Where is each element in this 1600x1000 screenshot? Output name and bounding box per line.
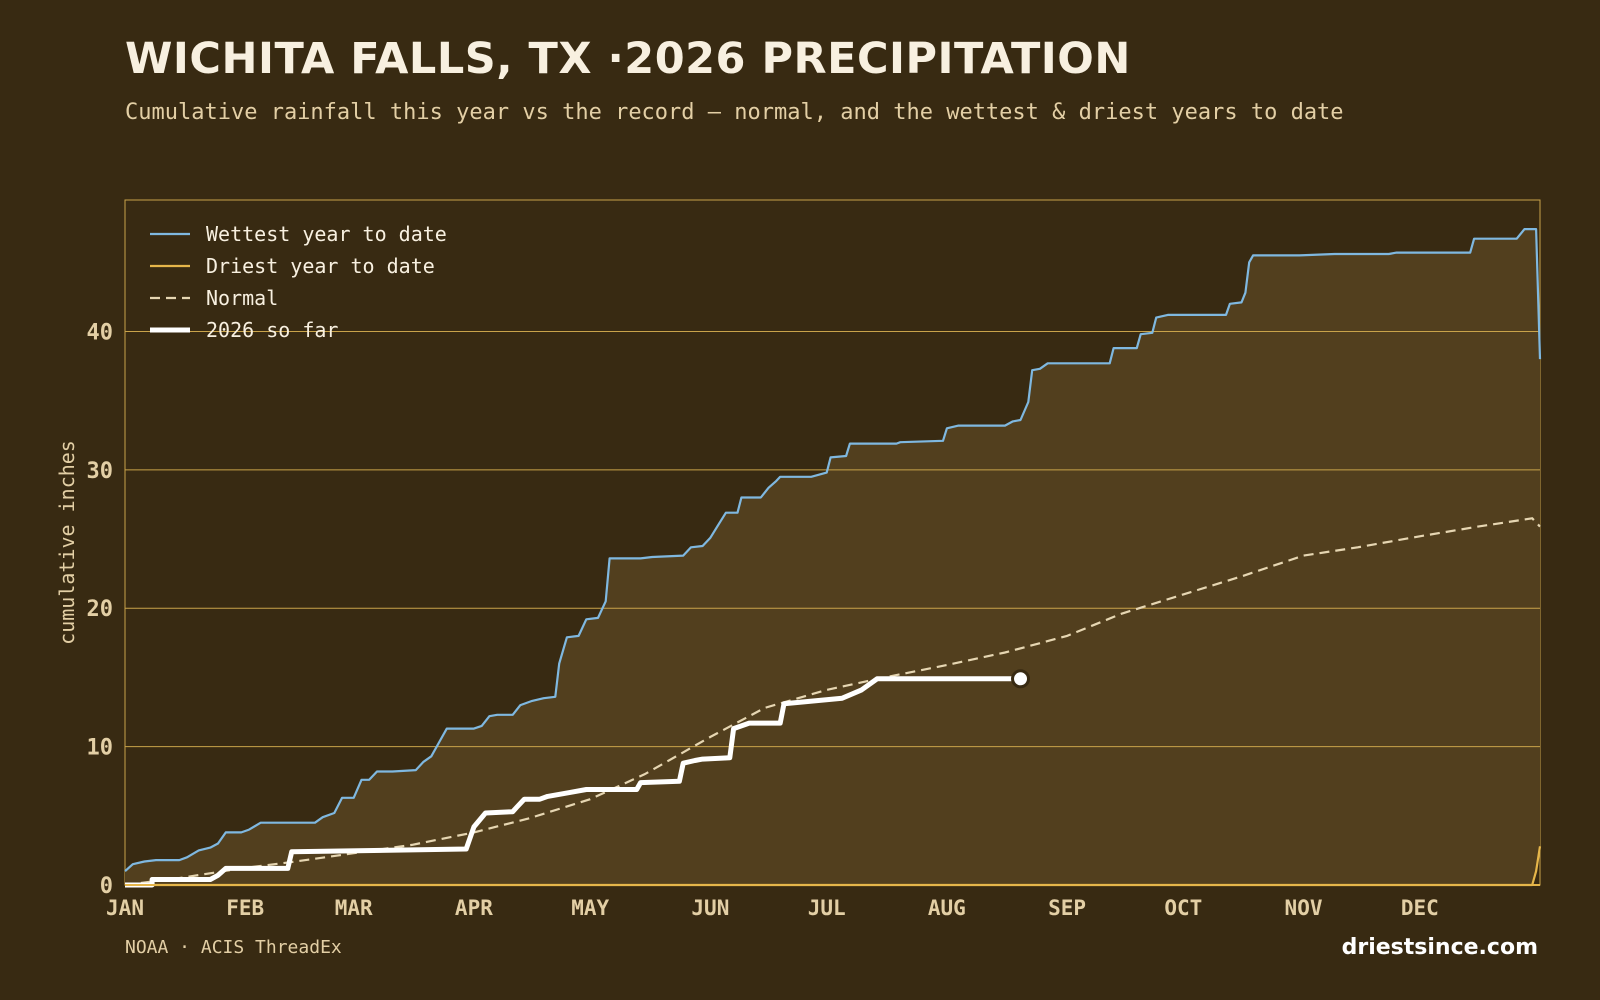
y-tick-label: 20 bbox=[87, 597, 114, 622]
x-tick-label: MAY bbox=[571, 896, 609, 920]
x-tick-label: JUN bbox=[691, 896, 729, 920]
y-tick-label: 40 bbox=[87, 320, 114, 345]
legend-label: Driest year to date bbox=[206, 254, 435, 278]
page-subtitle: Cumulative rainfall this year vs the rec… bbox=[125, 100, 1344, 125]
x-tick-label: DEC bbox=[1401, 896, 1439, 920]
page-title: WICHITA FALLS, TX ·2026 PRECIPITATION bbox=[125, 34, 1131, 84]
legend-label: Wettest year to date bbox=[206, 222, 447, 246]
y-tick-label: 10 bbox=[87, 736, 114, 761]
legend-label: 2026 so far bbox=[206, 318, 338, 342]
y-axis-label: cumulative inches bbox=[55, 440, 79, 645]
x-tick-label: APR bbox=[455, 896, 493, 920]
y-tick-label: 0 bbox=[100, 874, 113, 899]
current-end-marker bbox=[1011, 669, 1031, 689]
x-tick-label: NOV bbox=[1285, 896, 1323, 920]
series-line-wettest-year-to-date bbox=[124, 228, 1542, 873]
x-tick-label: OCT bbox=[1164, 896, 1202, 920]
range-band-fill bbox=[125, 229, 1540, 886]
x-tick-label: AUG bbox=[928, 896, 966, 920]
y-tick-label: 30 bbox=[87, 459, 114, 484]
x-tick-label: SEP bbox=[1048, 896, 1086, 920]
x-tick-label: MAR bbox=[335, 896, 373, 920]
series-line-2026-so-far bbox=[125, 676, 1021, 888]
x-tick-label: JAN bbox=[106, 896, 144, 920]
x-tick-label: FEB bbox=[226, 896, 264, 920]
x-tick-label: JUL bbox=[808, 896, 846, 920]
data-source: NOAA · ACIS ThreadEx bbox=[125, 937, 342, 958]
legend-label: Normal bbox=[206, 286, 278, 310]
brand-link[interactable]: driestsince.com bbox=[1341, 935, 1538, 960]
